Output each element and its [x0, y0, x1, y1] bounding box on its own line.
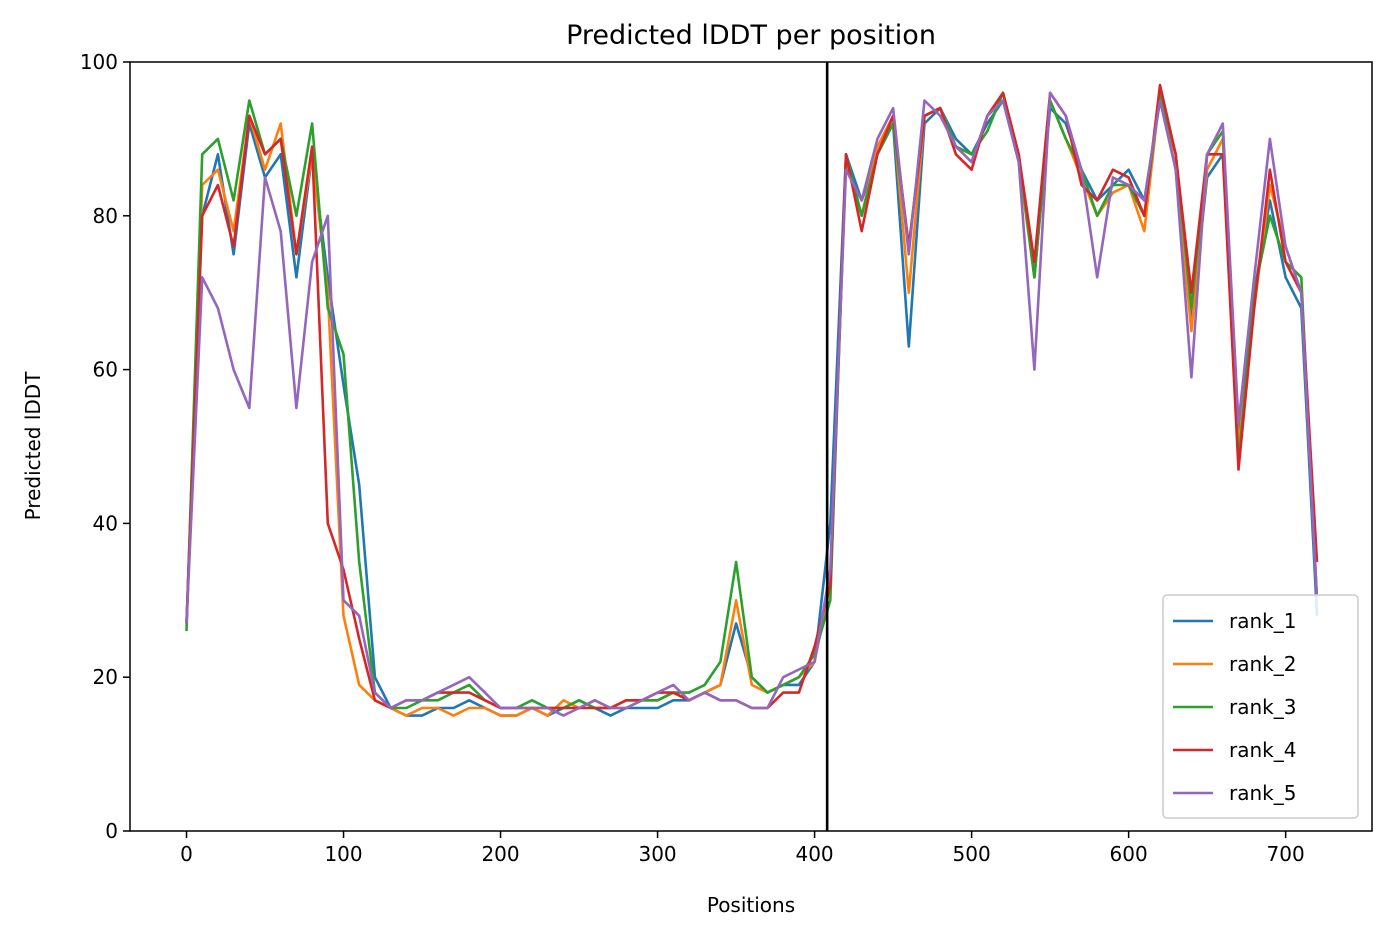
x-axis-label: Positions: [707, 893, 795, 917]
x-tick-label: 300: [638, 842, 676, 866]
legend-label: rank_2: [1229, 652, 1296, 676]
x-tick-label: 100: [324, 842, 362, 866]
x-tick-label: 500: [953, 842, 991, 866]
y-tick-label: 0: [105, 819, 118, 843]
x-tick-label: 0: [180, 842, 193, 866]
x-tick-label: 200: [481, 842, 519, 866]
y-axis-label: Predicted lDDT: [21, 371, 45, 521]
y-tick-label: 100: [80, 50, 118, 74]
plot-frame: [129, 61, 1373, 832]
y-tick-label: 80: [93, 204, 118, 228]
legend-label: rank_3: [1229, 695, 1296, 719]
x-tick-label: 400: [795, 842, 833, 866]
x-tick-label: 600: [1110, 842, 1148, 866]
y-tick-label: 20: [93, 665, 118, 689]
legend-label: rank_1: [1229, 609, 1296, 633]
x-tick-label: 700: [1267, 842, 1305, 866]
series-line: [185, 91, 1319, 717]
y-tick-label: 60: [93, 358, 118, 382]
legend-box: [1162, 594, 1359, 819]
y-tick-label: 40: [93, 511, 118, 535]
chart-title: Predicted lDDT per position: [566, 20, 936, 51]
legend-label: rank_4: [1229, 738, 1296, 762]
legend-label: rank_5: [1229, 781, 1296, 805]
